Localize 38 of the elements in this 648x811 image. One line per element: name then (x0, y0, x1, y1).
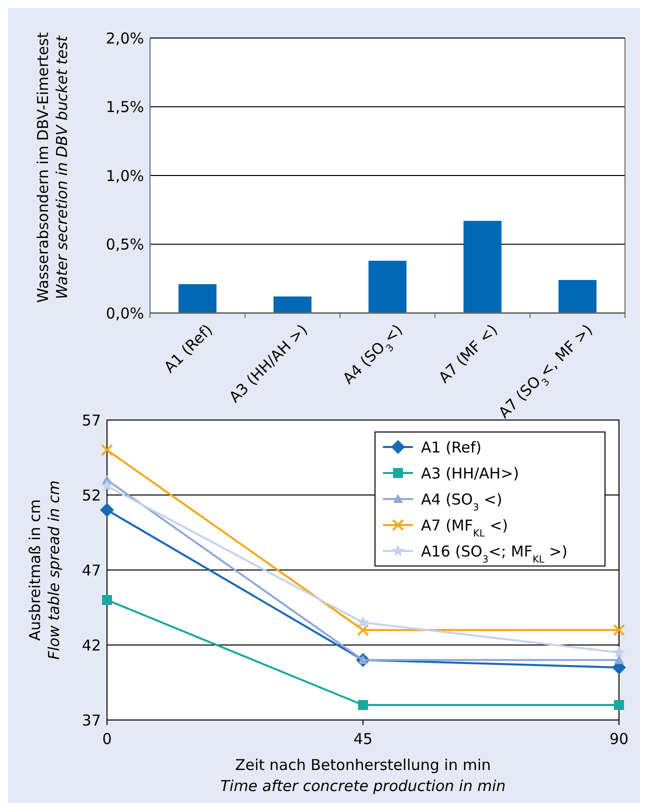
point (357, 624, 369, 636)
x-axis-title: Zeit nach Betonherstellung in min Time after concrete production in min (220, 756, 506, 795)
point (356, 616, 370, 628)
legend-label: A1 (Ref) (421, 438, 482, 456)
bar (558, 280, 596, 313)
point (612, 646, 626, 658)
legend-label: A7 (MF$_{KL}$ <) (421, 516, 508, 539)
x-tick-label: 45 (353, 730, 373, 748)
legend-label: A4 (SO$_{3}$ <) (421, 490, 502, 513)
point (101, 444, 113, 456)
y-tick-label: 47 (82, 561, 101, 580)
y-tick-label: 1,0% (106, 166, 144, 185)
legend-label: A16 (SO$_{3}$<; MF$_{KL}$ >) (421, 542, 568, 565)
bar (368, 260, 406, 313)
x-tick-label: 90 (609, 730, 629, 748)
y-tick-label: 57 (82, 411, 101, 430)
point (614, 700, 624, 710)
bar (274, 296, 312, 313)
x-tick-label: 0 (102, 730, 112, 748)
bar (178, 284, 216, 313)
y-axis-title: Wasserabsondern im DBV-Eimertest Water secretion in DBV bucket test (34, 32, 71, 303)
point (358, 700, 368, 710)
y-tick-label: 2,0% (106, 29, 144, 48)
point (614, 655, 624, 664)
point (100, 503, 114, 517)
y-tick-label: 37 (82, 711, 101, 730)
x-tick-label: A7 (MF <) (435, 320, 502, 387)
y-tick-label: 1,5% (106, 98, 144, 116)
point (102, 595, 112, 605)
legend-label: A3 (HH/AH>) (421, 464, 519, 482)
y-axis-title: Ausbreitmaß in cm Flow table spread in cm (26, 480, 63, 660)
y-tick-label: 0,5% (106, 236, 144, 254)
y-tick-label: 0,0% (106, 304, 144, 322)
y-tick-label: 52 (82, 486, 101, 504)
point (100, 480, 114, 492)
bar (464, 220, 502, 313)
point (613, 624, 625, 636)
y-tick-label: 42 (82, 636, 101, 654)
